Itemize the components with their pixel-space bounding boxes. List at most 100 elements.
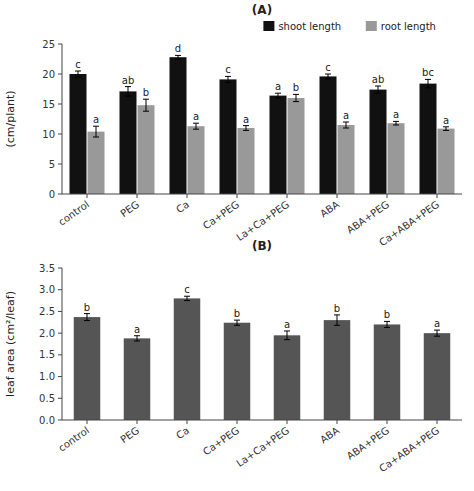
error-bar-cap bbox=[93, 137, 99, 138]
y-tick-label: 10 bbox=[42, 129, 55, 140]
error-bar-cap bbox=[293, 101, 299, 102]
error-bar-cap bbox=[393, 125, 399, 126]
bar bbox=[320, 76, 337, 194]
error-bar-cap bbox=[384, 327, 390, 328]
significance-label: a bbox=[343, 110, 349, 121]
error-bar bbox=[393, 121, 399, 125]
background bbox=[0, 0, 474, 491]
y-tick bbox=[58, 333, 62, 334]
y-tick-label: 3.0 bbox=[39, 284, 55, 295]
x-tick bbox=[87, 194, 88, 198]
y-tick bbox=[58, 44, 62, 45]
x-tick bbox=[287, 420, 288, 424]
title: (A) bbox=[252, 3, 272, 17]
error-bar bbox=[384, 321, 390, 327]
y-axis-label: leaf area (cm²/leaf) bbox=[4, 291, 17, 397]
x-tick bbox=[237, 194, 238, 198]
significance-label: c bbox=[225, 64, 231, 75]
error-bar-cap bbox=[325, 78, 331, 79]
legend-label: shoot length bbox=[278, 21, 341, 32]
x-tick-label: La+Ca+PEG bbox=[234, 199, 291, 243]
error-bar-cap bbox=[443, 130, 449, 131]
significance-label: d bbox=[175, 43, 181, 54]
significance-label: b bbox=[84, 302, 90, 313]
bar bbox=[188, 126, 205, 194]
x-tick bbox=[187, 194, 188, 198]
figure: (A)(cm/plant)0510152025cabdcacabbcabaaba… bbox=[0, 0, 474, 491]
title: (B) bbox=[252, 239, 272, 253]
error-bar-cap bbox=[243, 130, 249, 131]
data-labels: bacbabba bbox=[84, 284, 440, 335]
y-tick bbox=[58, 420, 62, 421]
x-tick bbox=[137, 194, 138, 198]
error-bar-stem bbox=[128, 87, 129, 97]
error-bar-cap bbox=[175, 55, 181, 56]
error-bar-cap bbox=[434, 336, 440, 337]
error-bar-stem bbox=[137, 336, 138, 341]
x-tick bbox=[437, 420, 438, 424]
bar bbox=[324, 320, 351, 420]
bar bbox=[88, 132, 105, 194]
error-bar bbox=[343, 122, 349, 128]
error-bar-cap bbox=[125, 96, 131, 97]
error-bar-stem bbox=[387, 321, 388, 327]
bar bbox=[224, 323, 251, 420]
significance-label: c bbox=[325, 62, 331, 73]
data-labels: cabdcacabbcabaabaaa bbox=[75, 43, 449, 125]
error-bar-cap bbox=[284, 339, 290, 340]
error-bar-stem bbox=[437, 330, 438, 336]
x-tick-label: PEG bbox=[118, 199, 141, 220]
y-tick-label: 2.0 bbox=[39, 328, 55, 339]
y-tick bbox=[58, 194, 62, 195]
legend-swatch bbox=[263, 21, 274, 31]
x-tick-label: control bbox=[56, 425, 91, 454]
error-bar-cap bbox=[93, 126, 99, 127]
error-bar bbox=[125, 87, 131, 97]
x-tick bbox=[387, 420, 388, 424]
x-tick-label: ABA+PEG bbox=[345, 199, 391, 236]
y-tick bbox=[58, 376, 62, 377]
y-tick-label: 5 bbox=[49, 159, 55, 170]
error-bar-cap bbox=[393, 121, 399, 122]
y-tick-label: 0.0 bbox=[39, 415, 55, 426]
error-bar-cap bbox=[84, 313, 90, 314]
error-bar bbox=[293, 94, 299, 101]
error-bar-stem bbox=[78, 71, 79, 77]
x-tick bbox=[187, 420, 188, 424]
error-bar-stem bbox=[446, 127, 447, 131]
error-bar-cap bbox=[334, 314, 340, 315]
x-tick-label: ABA bbox=[318, 199, 341, 220]
x-tick-label: Ca+PEG bbox=[201, 425, 241, 458]
error-bar-cap bbox=[143, 111, 149, 112]
panel-0: (A)(cm/plant)0510152025cabdcacabbcabaaba… bbox=[4, 3, 462, 248]
error-bar-cap bbox=[193, 123, 199, 124]
significance-label: a bbox=[434, 318, 440, 329]
y-tick-label: 3.5 bbox=[39, 263, 55, 274]
bar bbox=[438, 129, 455, 194]
y-tick-label: 0 bbox=[49, 189, 55, 200]
y-tick-label: 15 bbox=[42, 99, 55, 110]
error-bar-stem bbox=[346, 122, 347, 128]
error-bar bbox=[234, 320, 240, 325]
error-bar-cap bbox=[275, 98, 281, 99]
x-tick bbox=[137, 420, 138, 424]
error-bar-stem bbox=[296, 94, 297, 101]
error-bar-cap bbox=[225, 82, 231, 83]
error-bar bbox=[175, 55, 181, 59]
error-bar bbox=[134, 336, 140, 341]
bar bbox=[288, 98, 305, 194]
bar bbox=[220, 79, 237, 194]
error-bar-cap bbox=[243, 125, 249, 126]
significance-label: ab bbox=[122, 75, 134, 86]
legend-label: root length bbox=[381, 21, 436, 32]
error-bar bbox=[425, 79, 431, 87]
error-bar-cap bbox=[125, 86, 131, 87]
error-bar-cap bbox=[434, 330, 440, 331]
y-tick-label: 1.5 bbox=[39, 349, 55, 360]
error-bar-stem bbox=[146, 99, 147, 111]
bar bbox=[388, 123, 405, 194]
significance-label: c bbox=[75, 59, 81, 70]
error-bar bbox=[375, 86, 381, 93]
error-bar bbox=[325, 74, 331, 79]
error-bar-stem bbox=[187, 296, 188, 300]
